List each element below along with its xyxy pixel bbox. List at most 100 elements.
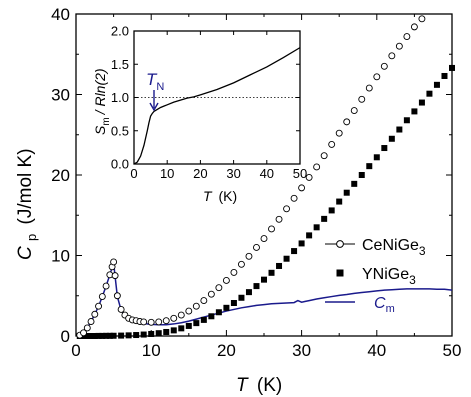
point-ceniGe3 [283,205,291,213]
inset-y-tick-label: 0.5 [111,123,129,138]
main-y-tick-label: 30 [51,86,70,105]
point-yniGe3 [291,248,298,255]
inset-plot: 0 10 20 30 40 50 0.0 0.5 1.0 1.5 2.0 T (K) Sm/ Rl… [92,24,307,205]
main-x-tick-label: 50 [443,341,462,360]
tn-annotation-label: TN [146,70,164,93]
point-ceniGe3 [388,52,396,60]
point-ceniGe3 [350,107,358,115]
main-y-axis: 0 10 20 30 40 [51,5,452,346]
point-yniGe3 [91,333,98,339]
main-x-tick-label: 30 [292,341,311,360]
point-yniGe3 [306,232,313,239]
point-ceniGe3 [253,243,260,251]
point-yniGe3 [118,332,125,339]
inset-x-tick-label: 50 [293,166,307,181]
legend-label-cm: Cm [374,295,395,315]
point-ceniGe3 [298,184,306,192]
point-yniGe3 [223,304,230,311]
inset-x-axis: 0 10 20 30 40 50 [130,31,307,181]
point-yniGe3 [373,154,380,161]
point-yniGe3 [245,289,252,296]
point-yniGe3 [411,108,418,115]
inset-x-tick-label: 0 [130,166,137,181]
point-yniGe3 [418,99,425,106]
point-yniGe3 [351,180,358,187]
point-yniGe3 [178,325,185,332]
point-ceniGe3 [147,318,155,326]
main-y-tick-label: 40 [51,5,70,24]
legend-marker-yniGe3 [336,269,344,277]
point-yniGe3 [396,126,403,133]
point-ceniGe3 [95,302,103,310]
point-ceniGe3 [170,314,178,322]
main-x-tick-label: 0 [71,341,80,360]
point-yniGe3 [110,332,117,339]
inset-background [134,31,300,164]
point-ceniGe3 [177,311,185,319]
point-yniGe3 [95,332,102,339]
point-yniGe3 [388,135,395,142]
point-ceniGe3 [185,307,193,315]
point-yniGe3 [426,90,433,97]
inset-y-tick-label: 0.0 [111,157,129,172]
point-ceniGe3 [380,62,388,70]
point-yniGe3 [106,332,113,339]
inset-x-tick-label: 40 [260,166,274,181]
inset-x-axis-label: T (K) [203,188,237,204]
inset-series-line [133,47,301,165]
point-ceniGe3 [230,268,238,276]
point-yniGe3 [366,163,373,170]
point-yniGe3 [433,81,440,88]
point-ceniGe3 [410,23,418,31]
point-ceniGe3 [83,324,91,332]
point-ceniGe3 [155,318,163,326]
inset-x-tick-label: 20 [193,166,207,181]
point-ceniGe3 [328,140,336,148]
point-ceniGe3 [313,163,321,171]
point-ceniGe3 [320,152,328,160]
point-yniGe3 [336,198,343,205]
main-x-tick-label: 20 [217,341,236,360]
legend-label-ceniGe3: CeNiGe3 [362,237,426,258]
legend: CeNiGe3 YNiGe3 Cm [325,237,426,315]
point-ceniGe3 [117,305,125,313]
point-yniGe3 [238,294,245,301]
point-ceniGe3 [192,302,200,310]
legend-item-yniGe3: YNiGe3 [336,266,416,287]
legend-item-ceniGe3: CeNiGe3 [325,237,426,258]
main-x-tick-label: 40 [367,341,386,360]
inset-y-tick-label: 1.0 [111,90,129,105]
point-yniGe3 [343,189,350,196]
point-yniGe3 [253,283,260,290]
point-ceniGe3 [91,310,99,318]
main-x-axis: 0 10 20 30 40 50 [71,14,461,360]
point-yniGe3 [313,224,320,231]
main-y-axis-label: C p (J/mol K) [15,148,41,260]
point-yniGe3 [99,332,106,339]
point-yniGe3 [155,330,162,337]
point-ceniGe3 [80,329,87,337]
point-yniGe3 [148,330,155,337]
point-yniGe3 [88,333,95,339]
point-ceniGe3 [358,95,366,103]
point-ceniGe3 [365,84,373,92]
point-ceniGe3 [275,215,283,223]
point-yniGe3 [230,300,237,306]
point-ceniGe3 [102,282,110,290]
point-yniGe3 [358,172,365,178]
legend-item-cm: Cm [325,295,395,315]
main-plot: 0 10 20 30 40 50 0 10 20 30 40 T (K) C p (J/mol K… [15,5,461,396]
main-x-tick-label: 10 [142,341,161,360]
point-yniGe3 [208,313,215,320]
point-ceniGe3 [98,293,106,301]
point-ceniGe3 [237,260,245,268]
point-ceniGe3 [140,318,148,326]
point-ceniGe3 [111,272,119,280]
main-y-tick-label: 20 [51,166,70,185]
point-yniGe3 [84,333,91,339]
point-ceniGe3 [113,292,121,300]
point-ceniGe3 [222,277,230,284]
point-yniGe3 [328,207,335,214]
point-yniGe3 [125,332,132,339]
